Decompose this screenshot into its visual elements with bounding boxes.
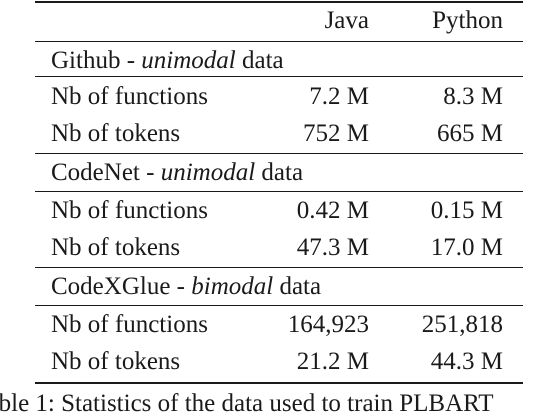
row-label: Nb of functions	[51, 83, 208, 110]
table-row: Nb of functions 0.42 M 0.15 M	[35, 192, 523, 230]
python-value: 0.15 M	[430, 197, 503, 224]
python-value: 251,818	[421, 311, 503, 338]
header-python: Python	[432, 7, 503, 34]
row-label: Nb of tokens	[51, 120, 181, 147]
row-label: Nb of tokens	[51, 348, 181, 375]
python-value: 665 M	[437, 120, 503, 147]
row-label: Nb of functions	[51, 311, 208, 338]
header-rule	[35, 41, 523, 42]
table-row: Nb of functions 7.2 M 8.3 M	[35, 78, 523, 116]
caption-text: Table 1: Statistics of the data used to …	[0, 390, 494, 417]
section-title-codenet: CodeNet - unimodal data	[51, 159, 304, 186]
row-label: Nb of functions	[51, 197, 208, 224]
table-row: Nb of functions 164,923 251,818	[35, 306, 523, 344]
java-value: 164,923	[287, 311, 369, 338]
java-value: 752 M	[303, 120, 369, 147]
section-rule-codexglue	[35, 305, 523, 306]
table-row: Nb of tokens 752 M 665 M	[35, 115, 523, 153]
table-row: Nb of tokens 21.2 M 44.3 M	[35, 343, 523, 381]
bottom-rule	[35, 382, 523, 384]
python-value: 17.0 M	[430, 234, 503, 261]
table-row: Nb of tokens 47.3 M 17.0 M	[35, 229, 523, 267]
java-value: 7.2 M	[309, 83, 369, 110]
java-value: 0.42 M	[296, 197, 369, 224]
section-divider	[35, 153, 523, 154]
section-title-codexglue: CodeXGlue - bimodal data	[51, 273, 322, 300]
java-value: 21.2 M	[296, 348, 369, 375]
java-value: 47.3 M	[296, 234, 369, 261]
table-caption: Table 1: Statistics of the data used to …	[0, 389, 556, 418]
python-value: 8.3 M	[443, 83, 503, 110]
section-rule-codenet	[35, 191, 523, 192]
top-rule	[35, 1, 523, 3]
python-value: 44.3 M	[430, 348, 503, 375]
row-label: Nb of tokens	[51, 234, 181, 261]
section-title-github: Github - unimodal data	[51, 47, 284, 74]
section-divider	[35, 267, 523, 268]
header-java: Java	[324, 7, 369, 34]
section-rule-github	[35, 76, 523, 77]
header-row: Java Python	[35, 2, 523, 40]
